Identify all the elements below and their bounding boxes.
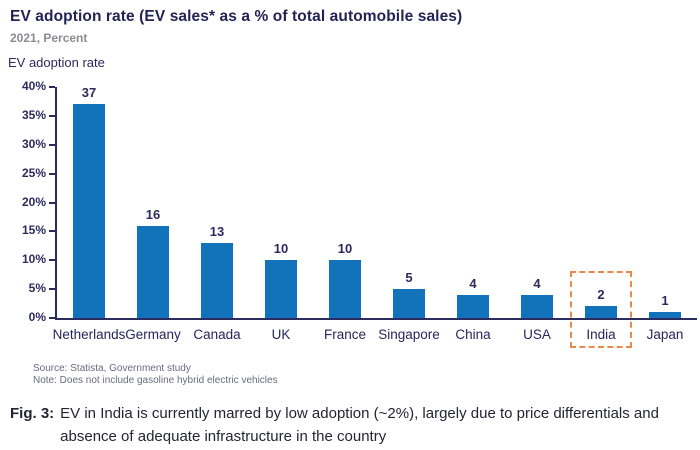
y-tick-mark	[49, 201, 55, 204]
y-tick-label: 10%	[21, 252, 46, 267]
y-axis-title: EV adoption rate	[8, 55, 105, 70]
chart-subtitle: 2021, Percent	[10, 31, 88, 45]
bar	[329, 260, 361, 318]
bar-value-label: 16	[145, 206, 161, 222]
bar-value-label: 1	[661, 293, 669, 309]
bar-category-label: India	[586, 327, 616, 342]
bar-column-singapore: 5 Singapore	[377, 87, 441, 342]
y-tick-mark	[49, 86, 55, 88]
bar-value-label: 13	[209, 223, 225, 239]
y-tick-label: 30%	[21, 136, 46, 151]
bar-category-label: China	[455, 327, 491, 342]
source-note: Source: Statista, Government study	[33, 363, 191, 374]
bar-column-uk: 10 UK	[249, 87, 313, 342]
bar-column-germany: 16 Germany	[121, 87, 185, 342]
bar	[457, 294, 489, 318]
bar-category-label: France	[323, 327, 367, 342]
bar-category-label: USA	[523, 327, 551, 342]
highlight-dashed-box	[570, 271, 632, 348]
bar-column-japan: 1 Japan	[633, 87, 697, 342]
bar-value-label: 10	[337, 241, 353, 257]
bar-column-netherlands: 37 Netherlands	[53, 85, 126, 342]
bar-category-label: Netherlands	[52, 327, 126, 342]
bar	[73, 104, 105, 318]
figure-caption-text: EV in India is currently marred by low a…	[60, 405, 659, 445]
bar	[265, 260, 297, 318]
bar-value-label: 37	[81, 85, 97, 101]
bar-column-canada: 13 Canada	[185, 87, 249, 342]
bar-value-label: 4	[469, 275, 477, 291]
bar-column-france: 10 France	[313, 87, 377, 342]
bar	[201, 242, 233, 318]
bar-column-china: 4 China	[441, 87, 505, 342]
y-tick-label: 5%	[28, 281, 46, 296]
bar	[521, 294, 553, 318]
bar	[585, 306, 617, 318]
chart-title: EV adoption rate (EV sales* as a % of to…	[10, 8, 463, 25]
plot-area: 37 Netherlands 16 Germany 13 Canada 10 UK 10 Fran…	[53, 85, 697, 348]
y-tick-mark	[49, 288, 55, 291]
y-tick-mark	[49, 114, 55, 117]
bar	[137, 225, 169, 318]
y-tick-label: 15%	[21, 223, 46, 238]
y-tick-label: 25%	[21, 165, 46, 180]
bar-value-label: 2	[597, 287, 605, 303]
bar-category-label: Canada	[193, 327, 241, 342]
y-tick-label: 20%	[21, 194, 46, 209]
y-tick-mark	[49, 317, 55, 319]
bar-value-label: 5	[405, 270, 413, 286]
y-tick-label: 40%	[21, 79, 46, 93]
bar	[393, 289, 425, 318]
y-tick-mark	[49, 172, 55, 175]
y-tick-mark	[49, 230, 55, 233]
y-tick-mark	[49, 259, 55, 262]
bar-category-label: UK	[271, 327, 291, 342]
bar-category-label: Japan	[646, 327, 684, 342]
figure-caption-label: Fig. 3:	[10, 405, 55, 422]
figure-caption: Fig. 3: EV in India is currently marred …	[10, 402, 696, 448]
bar-value-label: 4	[533, 275, 541, 291]
bar-value-label: 10	[273, 241, 289, 257]
y-tick-mark	[49, 143, 55, 146]
y-tick-label: 35%	[21, 107, 46, 122]
footnote: Note: Does not include gasoline hybrid e…	[33, 375, 278, 386]
bar	[649, 312, 681, 318]
y-tick-label: 0%	[28, 310, 46, 324]
bar-category-label: Germany	[125, 327, 181, 342]
bar-category-label: Singapore	[378, 327, 440, 342]
bar-column-usa: 4 USA	[505, 87, 569, 342]
bar-column-india: 2 India	[569, 87, 633, 348]
